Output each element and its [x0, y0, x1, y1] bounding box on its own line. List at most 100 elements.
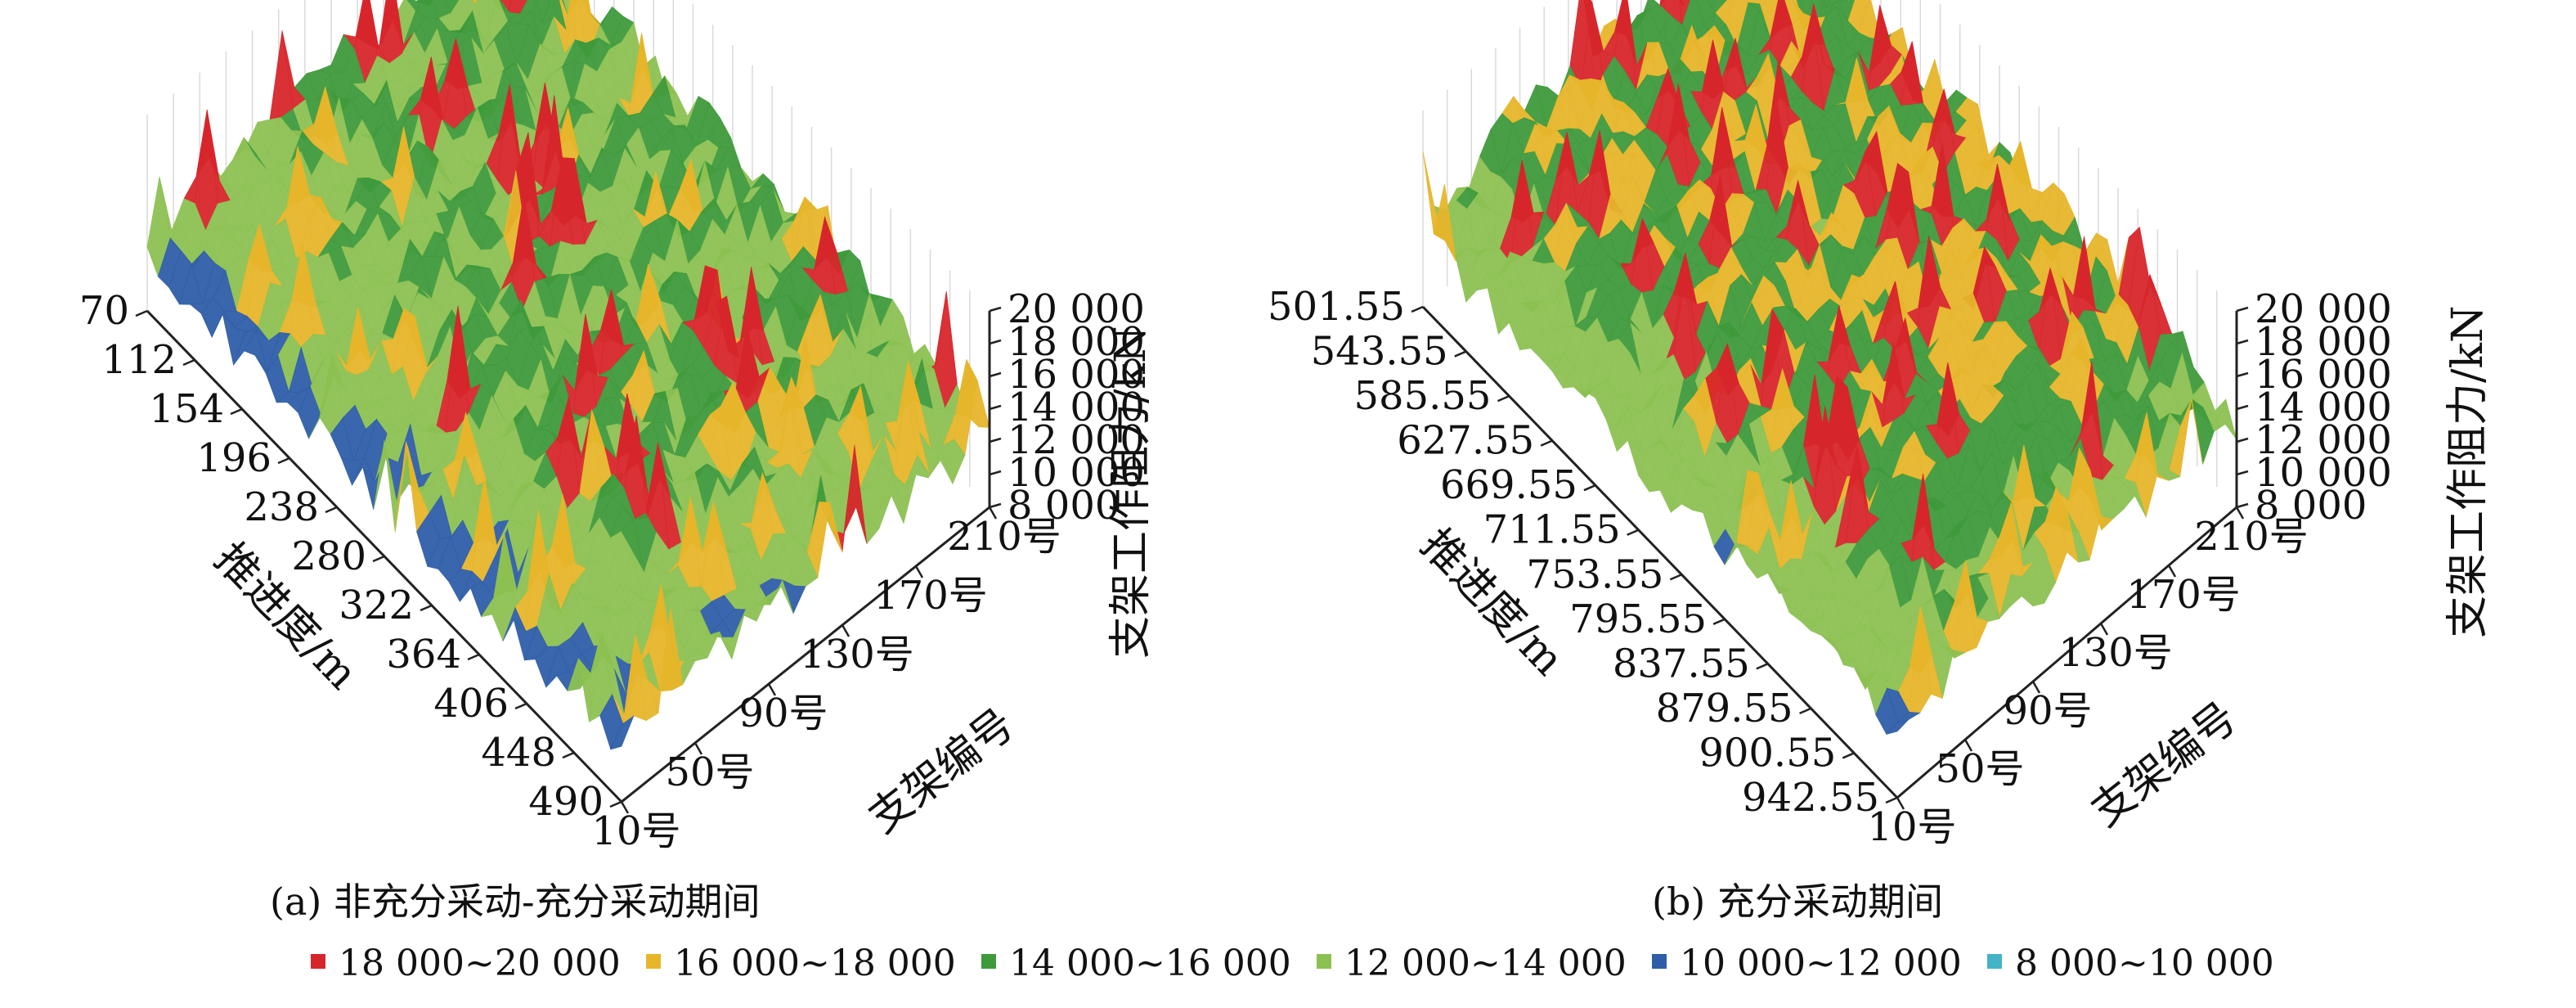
legend-label: 18 000~20 000 — [339, 943, 621, 984]
y-tick-label: 210号 — [947, 514, 1061, 560]
z-axis-title-a: 支架工作阻力/kN — [1106, 326, 1156, 659]
legend-swatch — [1317, 954, 1331, 969]
surface-patch — [610, 715, 635, 750]
legend-swatch — [1652, 954, 1667, 969]
surface-patch — [1757, 0, 1761, 5]
y-tick-label: 10号 — [591, 808, 680, 854]
y-tick-mark — [2099, 623, 2109, 636]
x-tick-label: 154 — [149, 386, 224, 432]
x-tick-label: 448 — [481, 730, 556, 776]
z-tick-label: 20 000 — [1008, 286, 1145, 332]
x-tick-mark — [230, 407, 243, 416]
x-tick-label: 627.55 — [1397, 418, 1534, 464]
x-tick-mark — [1411, 305, 1424, 313]
y-tick-label: 50号 — [665, 749, 754, 795]
z-tick-label: 18 000 — [1008, 319, 1145, 365]
x-tick-mark — [182, 358, 195, 367]
x-tick-label: 837.55 — [1613, 641, 1750, 686]
caption-a: (a) 非充分采动-充分采动期间 — [270, 880, 760, 924]
y-tick-mark — [2031, 681, 2041, 694]
x-tick-mark — [325, 506, 338, 514]
x-tick-mark — [609, 800, 622, 808]
legend-item: 18 000~20 000 — [311, 943, 621, 984]
z-tick-label: 10 000 — [2255, 450, 2392, 496]
x-tick-label: 585.55 — [1354, 373, 1492, 419]
legend-item: 14 000~16 000 — [981, 943, 1291, 984]
x-tick-label: 942.55 — [1742, 775, 1879, 821]
z-axis-title-b: 支架工作阻力/kN — [2444, 305, 2493, 638]
z-tick-mark — [989, 306, 1002, 313]
x-tick-mark — [1669, 574, 1682, 581]
x-tick-label: 322 — [339, 583, 414, 628]
y-tick-mark — [767, 683, 777, 696]
y-tick-mark — [2235, 506, 2245, 520]
legend-label: 14 000~16 000 — [1009, 943, 1291, 984]
surface-patch — [472, 0, 478, 6]
y-tick-mark — [841, 624, 850, 637]
x-tick-label: 795.55 — [1569, 596, 1707, 642]
y-tick-label: 90号 — [2003, 688, 2092, 734]
z-tick-mark — [2236, 470, 2249, 476]
y-tick-mark — [988, 506, 998, 520]
x-tick-mark — [1885, 796, 1898, 804]
z-tick-label: 12 000 — [2255, 417, 2392, 463]
x-tick-mark — [1712, 618, 1726, 625]
y-tick-label: 170号 — [2126, 572, 2241, 618]
z-tick-label: 14 000 — [2255, 385, 2392, 430]
caption-b: (b) 充分采动期间 — [1652, 880, 1943, 924]
x-tick-mark — [135, 309, 148, 317]
x-tick-mark — [514, 702, 527, 710]
legend-item: 12 000~14 000 — [1317, 943, 1627, 984]
legend-item: 8 000~10 000 — [1987, 943, 2274, 984]
z-tick-mark — [989, 502, 1002, 509]
x-tick-mark — [1454, 350, 1467, 358]
x-tick-label: 501.55 — [1268, 284, 1405, 330]
legend-item: 10 000~12 000 — [1652, 943, 1962, 984]
surface-patch — [2214, 398, 2237, 440]
surface-patch — [340, 457, 366, 486]
surface-patch — [1824, 0, 1829, 10]
x-tick-label: 490 — [528, 779, 604, 825]
y-tick-mark — [1963, 739, 1973, 752]
x-tick-mark — [277, 457, 290, 465]
legend-label: 16 000~18 000 — [674, 943, 956, 984]
y-tick-label: 210号 — [2194, 514, 2309, 560]
y-tick-label: 10号 — [1867, 804, 1956, 850]
x-tick-label: 112 — [101, 337, 177, 383]
x-tick-mark — [372, 555, 385, 563]
x-tick-label: 196 — [196, 435, 272, 481]
x-tick-label: 364 — [386, 632, 461, 677]
x-tick-mark — [1497, 394, 1510, 403]
y-tick-label: 90号 — [738, 691, 828, 736]
x-tick-mark — [1799, 707, 1812, 715]
x-ticks-b: 501.55543.55585.55627.55669.55711.55753.… — [1268, 284, 1898, 821]
z-tick-label: 18 000 — [2255, 319, 2392, 365]
legend-swatch — [1987, 954, 2002, 969]
x-tick-mark — [1540, 439, 1553, 447]
z-tick-label: 12 000 — [1008, 417, 1145, 463]
x-tick-label: 753.55 — [1526, 551, 1663, 597]
z-tick-label: 14 000 — [1008, 385, 1145, 430]
x-tick-label: 70 — [79, 288, 129, 334]
z-tick-mark — [2236, 371, 2249, 378]
surface-b — [1422, 0, 2237, 735]
legend-swatch — [311, 954, 325, 969]
z-tick-label: 16 000 — [2255, 352, 2392, 398]
y-axis-line — [1896, 506, 2237, 799]
z-tick-mark — [2236, 437, 2249, 443]
x-tick-label: 879.55 — [1656, 686, 1793, 731]
legend-item: 16 000~18 000 — [646, 943, 956, 984]
x-tick-mark — [420, 604, 433, 612]
y-axis-line — [621, 506, 990, 803]
y-tick-label: 50号 — [1935, 746, 2024, 792]
x-tick-mark — [1756, 663, 1769, 670]
x-tick-label: 280 — [291, 533, 366, 579]
y-tick-label: 130号 — [2058, 630, 2173, 676]
z-tick-label: 20 000 — [2255, 286, 2392, 332]
z-tick-mark — [989, 404, 1002, 411]
